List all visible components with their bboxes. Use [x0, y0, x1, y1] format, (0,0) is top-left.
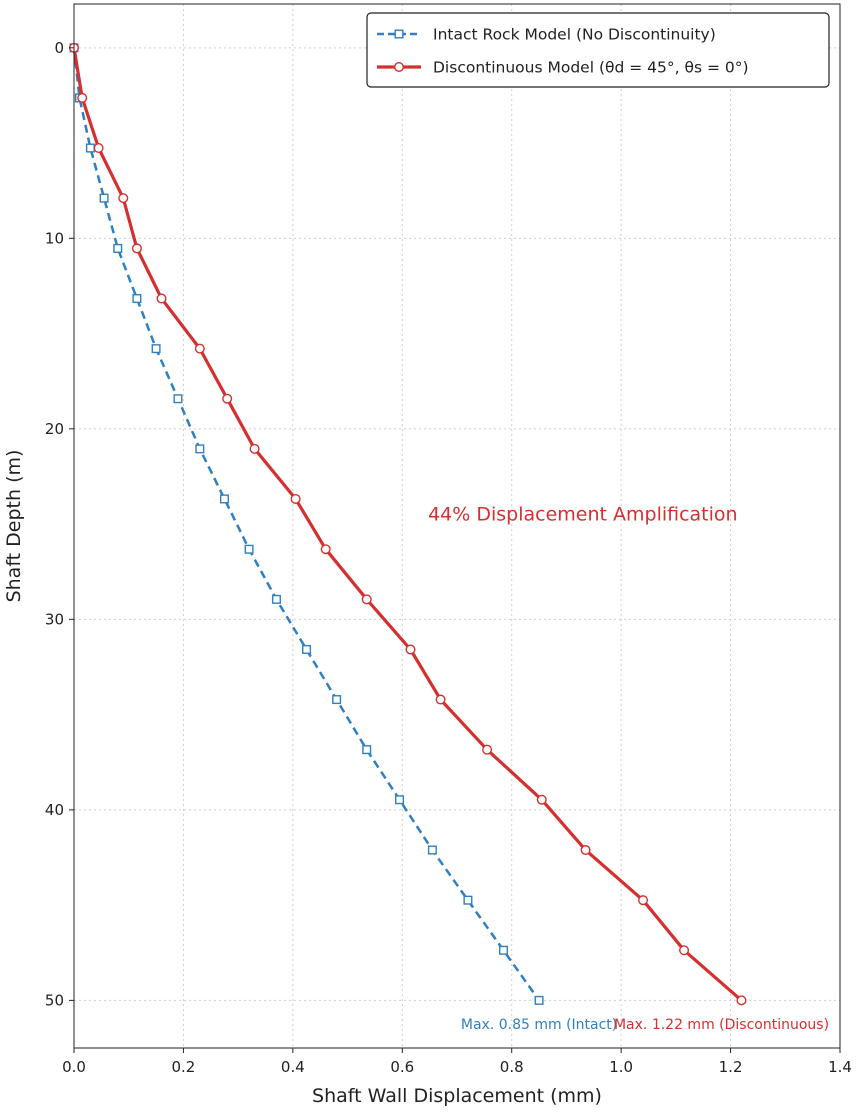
- x-tick-label: 0.6: [390, 1058, 414, 1076]
- series-2-point: [536, 794, 547, 805]
- y-tick-label: 30: [45, 610, 64, 628]
- series-2-point: [156, 293, 167, 304]
- x-tick-label: 1.0: [609, 1058, 633, 1076]
- series-2-point: [222, 393, 233, 404]
- series-1-point: [499, 945, 509, 955]
- series-1-point: [113, 243, 123, 253]
- series-2-point: [77, 92, 88, 103]
- series-2-point: [405, 644, 416, 655]
- annotation-2: Max. 0.85 mm (Intact): [461, 1017, 617, 1033]
- x-tick-label: 0.0: [62, 1058, 86, 1076]
- series-1-point: [271, 594, 281, 604]
- series-1-point: [173, 394, 183, 404]
- series-line-1: [72, 47, 541, 1002]
- legend: Intact Rock Model (No Discontinuity) Disc…: [366, 12, 830, 88]
- plot-frame: [73, 3, 841, 1049]
- series-2-point: [194, 343, 205, 354]
- series-1-point: [195, 444, 205, 454]
- y-tick-label: 10: [45, 229, 64, 247]
- series-2-point: [93, 143, 104, 154]
- series-2-point: [580, 845, 591, 856]
- series-1-point: [362, 745, 372, 755]
- series-1-point: [302, 644, 312, 654]
- series-1-point: [85, 143, 95, 153]
- x-tick-label: 0.2: [171, 1058, 195, 1076]
- legend-swatch-marker-1: [394, 29, 404, 39]
- annotation-1: 44% Displacement Amplification: [428, 503, 738, 525]
- x-tick-label: 0.4: [281, 1058, 305, 1076]
- series-1-point: [534, 995, 544, 1005]
- series-2-point: [320, 544, 331, 555]
- y-tick-label: 50: [45, 991, 64, 1009]
- series-2-point: [482, 744, 493, 755]
- series-1-point: [219, 494, 229, 504]
- series-1-point: [99, 193, 109, 203]
- series-2-point: [638, 895, 649, 906]
- series-1-point: [151, 344, 161, 354]
- series-2-point: [290, 493, 301, 504]
- x-tick-label: 1.4: [828, 1058, 852, 1076]
- series-2-point: [679, 945, 690, 956]
- series-1-point: [132, 294, 142, 304]
- legend-box: [366, 12, 830, 88]
- series-2-point: [435, 694, 446, 705]
- series-1-point: [427, 845, 437, 855]
- annotation-3: Max. 1.22 mm (Discontinuous): [614, 1017, 829, 1033]
- ticks: 0.0 0.2 0.4 0.6 0.8 1.0 1.2 1.4 0 10 20 30 40 50: [45, 39, 852, 1076]
- series-2-point: [131, 243, 142, 254]
- x-axis-title: Shaft Wall Displacement (mm): [312, 1085, 602, 1107]
- series-2-point: [361, 594, 372, 605]
- x-tick-label: 1.2: [719, 1058, 743, 1076]
- series-1-point: [463, 895, 473, 905]
- series-line-2: [72, 47, 743, 1002]
- y-tick-label: 20: [45, 420, 64, 438]
- series-1-point: [395, 795, 405, 805]
- series-2-point: [249, 443, 260, 454]
- series-2-point: [736, 995, 747, 1006]
- series-layer: [68, 42, 747, 1006]
- series-2-point: [118, 193, 129, 204]
- series-1-point: [332, 695, 342, 705]
- series-1-point: [244, 544, 254, 554]
- y-axis-title: Shaft Depth (m): [3, 450, 25, 603]
- x-tick-label: 0.8: [500, 1058, 524, 1076]
- annotations: 44% Displacement Amplification Max. 0.85 …: [428, 503, 829, 1033]
- y-tick-label: 40: [45, 801, 64, 819]
- legend-label-1: Intact Rock Model (No Discontinuity): [433, 26, 716, 44]
- y-tick-label: 0: [54, 39, 64, 57]
- legend-swatch-marker-2: [394, 62, 405, 73]
- legend-label-2: Discontinuous Model (θd = 45°, θs = 0°): [433, 59, 749, 77]
